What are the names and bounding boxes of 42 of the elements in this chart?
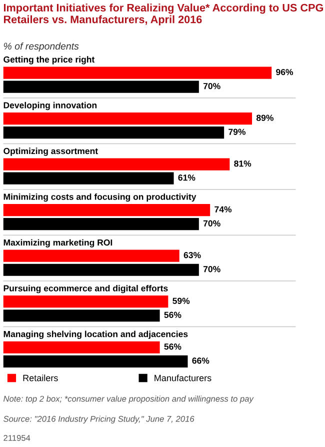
y-tick-label: Developing innovation xyxy=(4,102,97,110)
chart-subtitle: % of respondents xyxy=(4,42,79,52)
bar xyxy=(3,310,160,322)
bar xyxy=(3,264,199,276)
data-label: 79% xyxy=(228,128,246,135)
y-tick-label: Minimizing costs and focusing on productivity xyxy=(4,193,196,202)
bar xyxy=(3,112,252,125)
data-label: 96% xyxy=(276,68,294,76)
bar xyxy=(3,218,199,230)
bar xyxy=(3,172,174,184)
y-tick-label: Managing shelving location and adjacencies xyxy=(4,330,188,339)
data-label: 74% xyxy=(214,206,232,212)
y-tick-label: Optimizing assortment xyxy=(4,148,98,156)
legend-label: Retailers xyxy=(23,374,58,382)
data-label: 70% xyxy=(203,82,220,90)
data-label: 56% xyxy=(164,344,182,350)
bar xyxy=(3,341,160,354)
data-label: 89% xyxy=(256,114,274,121)
legend-label: Manufacturers xyxy=(154,374,212,382)
data-label: 70% xyxy=(203,220,220,226)
data-label: 59% xyxy=(172,298,190,304)
bar xyxy=(3,355,188,368)
chart-title: Important Initiatives for Realizing Value* According to US CPG Retailers vs. Manufacturers, April 2016 xyxy=(4,4,324,26)
data-label: 56% xyxy=(164,312,182,318)
bar xyxy=(3,126,224,139)
data-label: 63% xyxy=(184,252,201,258)
data-label: 70% xyxy=(203,266,220,272)
y-tick-label: Pursuing ecommerce and digital efforts xyxy=(4,284,168,294)
bar xyxy=(3,158,230,170)
data-label: 61% xyxy=(178,174,196,181)
bar xyxy=(3,66,272,79)
text: Note: top 2 box; *consumer value proposition and willingness to pay xyxy=(4,396,254,404)
y-tick-label: Getting the price right xyxy=(4,56,95,64)
text: 211954 xyxy=(4,434,30,441)
source-note: Source: "2016 Industry Pricing Study," June 7, 2016 xyxy=(3,416,194,424)
data-label: 81% xyxy=(234,160,252,167)
bar xyxy=(3,296,168,308)
data-label: 66% xyxy=(192,358,210,364)
y-tick-label: Maximizing marketing ROI xyxy=(4,239,112,248)
bar xyxy=(3,204,210,216)
bar xyxy=(3,250,180,262)
bar xyxy=(3,80,199,93)
